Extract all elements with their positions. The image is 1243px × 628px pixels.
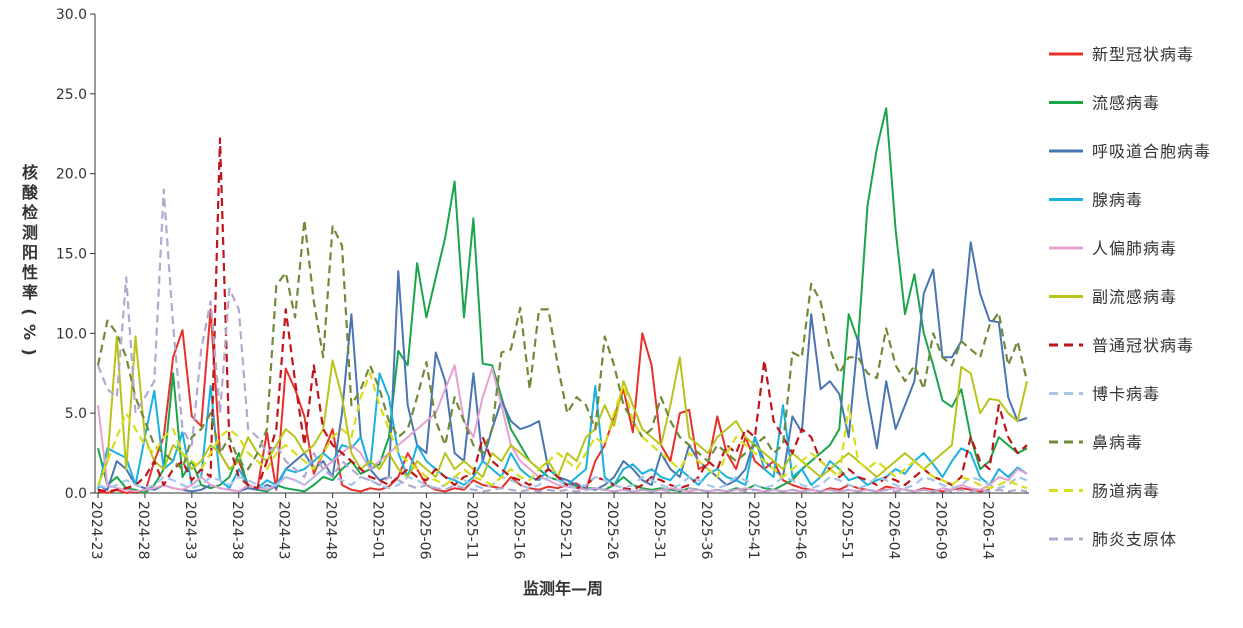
x-tick-label: 2026-04 (886, 501, 902, 560)
y-tick-label: 30.0 (56, 7, 87, 23)
x-tick-label: 2024-23 (88, 501, 104, 560)
x-tick-label: 2025-51 (839, 501, 855, 560)
legend-label-5: 副流感病毒 (1092, 288, 1177, 307)
series-line-2 (97, 241, 1028, 493)
x-tick-label: 2025-06 (416, 501, 432, 560)
series-lines (96, 107, 1029, 494)
y-tick-label: 20.0 (56, 167, 87, 183)
y-tick-label: 0.0 (65, 486, 87, 502)
legend-label-1: 流感病毒 (1092, 94, 1160, 113)
x-tick-label: 2025-36 (698, 501, 714, 560)
y-axis-title-char: 性 (22, 263, 38, 282)
legend-label-6: 普通冠状病毒 (1092, 336, 1194, 355)
y-axis-title-char: 测 (22, 223, 38, 242)
series-line-9 (96, 372, 1028, 490)
x-tick-label: 2025-46 (792, 501, 808, 560)
series-line-10 (96, 188, 1028, 493)
x-tick-label: 2025-16 (510, 501, 526, 560)
x-tick-label: 2026-09 (933, 501, 949, 560)
x-tick-label: 2025-31 (651, 501, 667, 560)
x-axis-title: 监测年—周 (523, 579, 603, 598)
legend-label-8: 鼻病毒 (1092, 433, 1143, 452)
legend-label-0: 新型冠状病毒 (1092, 45, 1194, 64)
legend-label-9: 肠道病毒 (1092, 482, 1160, 501)
x-tick-label: 2024-43 (276, 501, 292, 560)
series-line-8 (96, 218, 1029, 471)
y-tick-label: 10.0 (56, 326, 87, 342)
series-line-5 (97, 335, 1028, 486)
x-tick-label: 2025-21 (557, 501, 573, 560)
y-axis-title-char: ) (20, 348, 39, 355)
y-axis-title-char: 核 (22, 163, 38, 182)
y-axis-title-char: 阳 (22, 243, 38, 262)
legend-label-7: 博卡病毒 (1092, 385, 1160, 404)
legend: 新型冠状病毒流感病毒呼吸道合胞病毒腺病毒人偏肺病毒副流感病毒普通冠状病毒博卡病毒… (1049, 45, 1211, 549)
x-tick-label: 2025-01 (370, 501, 386, 560)
y-axis-title-char: 酸 (22, 183, 39, 202)
y-axis-title-char: 率 (22, 283, 38, 302)
legend-label-2: 呼吸道合胞病毒 (1092, 142, 1211, 161)
y-axis-title-char: ( (20, 308, 39, 315)
legend-label-4: 人偏肺病毒 (1092, 239, 1177, 258)
y-tick-label: 25.0 (56, 87, 87, 103)
x-tick-label: 2024-28 (135, 501, 151, 560)
x-tick-label: 2024-48 (323, 501, 339, 560)
y-tick-label: 15.0 (56, 247, 87, 263)
legend-label-3: 腺病毒 (1092, 191, 1143, 210)
axes: 0.0 5.0 10.0 15.0 20.0 25.0 30.0 2024-23 2024-28… (56, 7, 1029, 560)
x-tick-label: 2025-11 (463, 501, 479, 560)
x-tick-label: 2025-26 (604, 501, 620, 560)
x-tick-label: 2026-14 (979, 501, 995, 560)
x-tick-label: 2025-41 (745, 501, 761, 560)
x-tick-label: 2024-33 (182, 501, 198, 560)
series-line-7 (97, 468, 1028, 490)
y-axis-title-char: % (20, 324, 39, 340)
y-tick-label: 5.0 (65, 406, 87, 422)
y-axis-title-char: 检 (22, 203, 38, 222)
x-tick-label: 2024-38 (229, 501, 245, 560)
legend-label-10: 肺炎支原体 (1092, 530, 1177, 549)
series-line-6 (97, 137, 1028, 493)
